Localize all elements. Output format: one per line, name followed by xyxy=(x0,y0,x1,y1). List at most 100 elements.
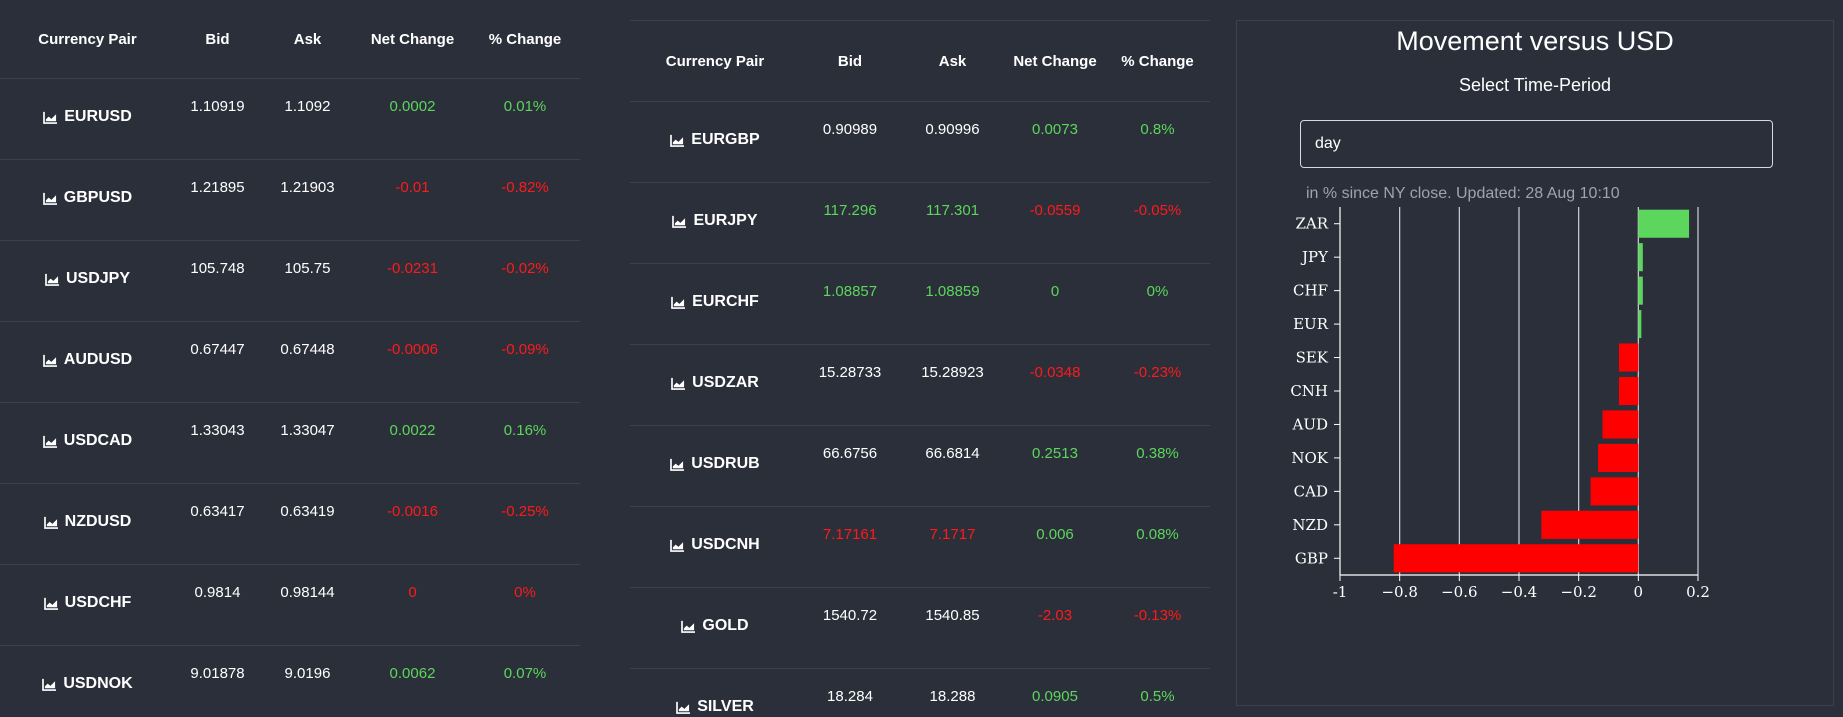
table-row[interactable]: GBPUSD 1.21895 1.21903 -0.01 -0.82% xyxy=(0,159,580,241)
net-change-cell: 0.2513 xyxy=(1005,425,1105,507)
table-row[interactable]: AUDUSD 0.67447 0.67448 -0.0006 -0.09% xyxy=(0,321,580,403)
table-row[interactable]: EURUSD 1.10919 1.1092 0.0002 0.01% xyxy=(0,78,580,160)
chart-x-tick-label: −0.4 xyxy=(1501,583,1537,601)
currency-pair-cell[interactable]: USDZAR xyxy=(630,344,800,426)
net-change-cell: 0 xyxy=(355,564,470,646)
table-row[interactable]: EURJPY 117.296 117.301 -0.0559 -0.05% xyxy=(630,182,1210,264)
net-change-cell: 0.006 xyxy=(1005,506,1105,588)
currency-pair-label: USDJPY xyxy=(65,270,131,288)
net-change-cell: -0.0231 xyxy=(355,240,470,322)
header-bid: Bid xyxy=(175,0,260,79)
currency-pair-link[interactable]: USDJPY xyxy=(45,270,130,288)
currency-pair-label: EURJPY xyxy=(693,212,758,230)
header-ask: Ask xyxy=(900,21,1005,102)
chart-x-tick-label: 0.2 xyxy=(1686,583,1710,601)
currency-pair-link[interactable]: USDCHF xyxy=(43,594,131,612)
net-change-cell: 0.0062 xyxy=(355,645,470,717)
net-change-cell: -0.01 xyxy=(355,159,470,241)
currency-pair-cell[interactable]: NZDUSD xyxy=(0,483,175,565)
table-row[interactable]: USDCNH 7.17161 7.1717 0.006 0.08% xyxy=(630,506,1210,588)
currency-pair-link[interactable]: USDCAD xyxy=(42,432,133,450)
currency-pair-cell[interactable]: AUDUSD xyxy=(0,321,175,403)
table-row[interactable]: EURGBP 0.90989 0.90996 0.0073 0.8% xyxy=(630,101,1210,183)
currency-pair-label: USDCAD xyxy=(63,432,133,450)
table-row[interactable]: EURCHF 1.08857 1.08859 0 0% xyxy=(630,263,1210,345)
bid-cell: 9.01878 xyxy=(175,645,260,717)
currency-pair-link[interactable]: EURJPY xyxy=(672,212,758,230)
pct-change-cell: -0.09% xyxy=(470,321,580,403)
currency-pair-link[interactable]: SILVER xyxy=(676,698,754,716)
pct-change-cell: 0% xyxy=(1105,263,1210,345)
area-chart-icon xyxy=(43,111,58,124)
ask-cell: 1.21903 xyxy=(260,159,355,241)
table-row[interactable]: NZDUSD 0.63417 0.63419 -0.0016 -0.25% xyxy=(0,483,580,565)
currency-pair-link[interactable]: EURCHF xyxy=(671,293,759,311)
currency-pair-label: EURUSD xyxy=(64,108,132,126)
chart-x-tick-label: −0.2 xyxy=(1560,583,1596,601)
pct-change-cell: 0.08% xyxy=(1105,506,1210,588)
chart-bar xyxy=(1541,510,1639,539)
currency-pair-link[interactable]: AUDUSD xyxy=(42,351,132,369)
movement-panel: Movement versus USD Select Time-Period i… xyxy=(1236,20,1834,706)
header-pct-change: % Change xyxy=(470,0,580,79)
currency-pair-link[interactable]: GBPUSD xyxy=(42,189,133,207)
currency-pair-cell[interactable]: EURGBP xyxy=(630,101,800,183)
header-pct-change: % Change xyxy=(1105,21,1210,102)
net-change-cell: -0.0348 xyxy=(1005,344,1105,426)
bid-cell: 15.28733 xyxy=(800,344,900,426)
table-row[interactable]: USDRUB 66.6756 66.6814 0.2513 0.38% xyxy=(630,425,1210,507)
table-row[interactable]: USDCAD 1.33043 1.33047 0.0022 0.16% xyxy=(0,402,580,484)
ask-cell: 1.33047 xyxy=(260,402,355,484)
currency-pair-cell[interactable]: USDRUB xyxy=(630,425,800,507)
table-row[interactable]: USDJPY 105.748 105.75 -0.0231 -0.02% xyxy=(0,240,580,322)
currency-pair-cell[interactable]: USDCNH xyxy=(630,506,800,588)
table-row[interactable]: GOLD 1540.72 1540.85 -2.03 -0.13% xyxy=(630,587,1210,669)
currency-pair-cell[interactable]: SILVER xyxy=(630,668,800,717)
currency-pair-cell[interactable]: EURJPY xyxy=(630,182,800,264)
area-chart-icon xyxy=(676,701,691,714)
currency-pair-link[interactable]: EURGBP xyxy=(670,131,760,149)
currency-pair-link[interactable]: NZDUSD xyxy=(43,513,132,531)
currency-pair-link[interactable]: EURUSD xyxy=(43,108,132,126)
bid-cell: 66.6756 xyxy=(800,425,900,507)
chart-bar xyxy=(1618,343,1639,372)
table-row[interactable]: SILVER 18.284 18.288 0.0905 0.5% xyxy=(630,668,1210,717)
currency-pair-link[interactable]: USDRUB xyxy=(670,455,760,473)
currency-pair-cell[interactable]: USDCHF xyxy=(0,564,175,646)
net-change-cell: 0.0905 xyxy=(1005,668,1105,717)
currency-pair-cell[interactable]: USDCAD xyxy=(0,402,175,484)
ask-cell: 66.6814 xyxy=(900,425,1005,507)
currency-pair-cell[interactable]: EURUSD xyxy=(0,78,175,160)
chart-bar xyxy=(1638,276,1643,305)
bid-cell: 0.9814 xyxy=(175,564,260,646)
mid-table-body: EURGBP 0.90989 0.90996 0.0073 0.8% EURJPY 117.… xyxy=(630,101,1210,717)
currency-pair-link[interactable]: USDZAR xyxy=(671,374,759,392)
currency-pair-cell[interactable]: USDNOK xyxy=(0,645,175,717)
header-net-change: Net Change xyxy=(355,0,470,79)
period-select-input[interactable] xyxy=(1300,120,1773,168)
table-row[interactable]: USDNOK 9.01878 9.0196 0.0062 0.07% xyxy=(0,645,580,717)
table-row[interactable]: USDZAR 15.28733 15.28923 -0.0348 -0.23% xyxy=(630,344,1210,426)
currency-pair-link[interactable]: USDCNH xyxy=(670,536,760,554)
net-change-cell: -0.0559 xyxy=(1005,182,1105,264)
chart-x-tick-label: -1 xyxy=(1333,583,1348,601)
bid-cell: 7.17161 xyxy=(800,506,900,588)
currency-pair-cell[interactable]: USDJPY xyxy=(0,240,175,322)
currency-pair-label: GBPUSD xyxy=(63,189,133,207)
mid-rates-table: Currency Pair Bid Ask Net Change % Chang… xyxy=(630,21,1210,717)
currency-pair-link[interactable]: USDNOK xyxy=(42,675,133,693)
area-chart-icon xyxy=(681,620,696,633)
chart-bar xyxy=(1638,243,1643,272)
currency-pair-cell[interactable]: EURCHF xyxy=(630,263,800,345)
net-change-cell: 0.0002 xyxy=(355,78,470,160)
currency-pair-link[interactable]: GOLD xyxy=(681,617,749,635)
currency-pair-cell[interactable]: GOLD xyxy=(630,587,800,669)
area-chart-icon xyxy=(43,597,58,610)
currency-pair-label: NZDUSD xyxy=(64,513,132,531)
table-row[interactable]: USDCHF 0.9814 0.98144 0 0% xyxy=(0,564,580,646)
currency-pair-cell[interactable]: GBPUSD xyxy=(0,159,175,241)
header-net-change: Net Change xyxy=(1005,21,1105,102)
pct-change-cell: -0.82% xyxy=(470,159,580,241)
currency-pair-label: USDRUB xyxy=(691,455,760,473)
